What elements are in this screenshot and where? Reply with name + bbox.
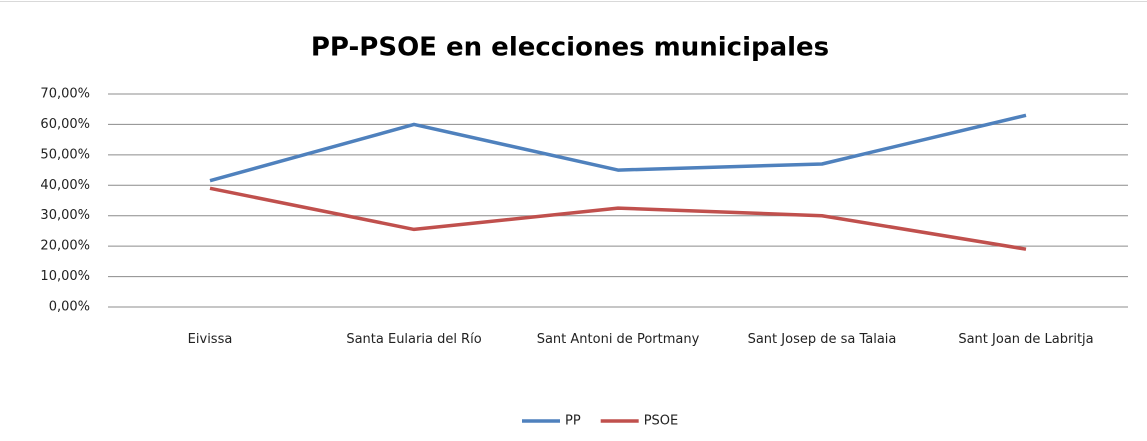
series-line — [209, 113, 1027, 183]
y-tick-label: 20,00% — [40, 239, 90, 254]
y-tick-label: 40,00% — [40, 178, 90, 193]
y-tick-label: 60,00% — [40, 117, 90, 132]
x-tick-label: Santa Eularia del Río — [346, 332, 482, 347]
x-tick-label: Eivissa — [187, 332, 233, 347]
y-tick-label: 30,00% — [40, 208, 90, 223]
x-tick-label: Sant Antoni de Portmany — [536, 332, 700, 347]
y-tick-label: 0,00% — [49, 300, 90, 315]
y-tick-label: 50,00% — [40, 147, 90, 162]
legend-label: PP — [565, 414, 581, 429]
x-tick-label: Sant Josep de sa Talaia — [747, 332, 897, 347]
x-tick-label: Sant Joan de Labritja — [958, 332, 1094, 347]
chart-title: PP-PSOE en elecciones municipales — [311, 33, 829, 63]
y-tick-label: 10,00% — [40, 269, 90, 284]
series-line — [209, 186, 1027, 251]
legend-label: PSOE — [644, 414, 679, 429]
y-tick-label: 70,00% — [40, 87, 90, 102]
